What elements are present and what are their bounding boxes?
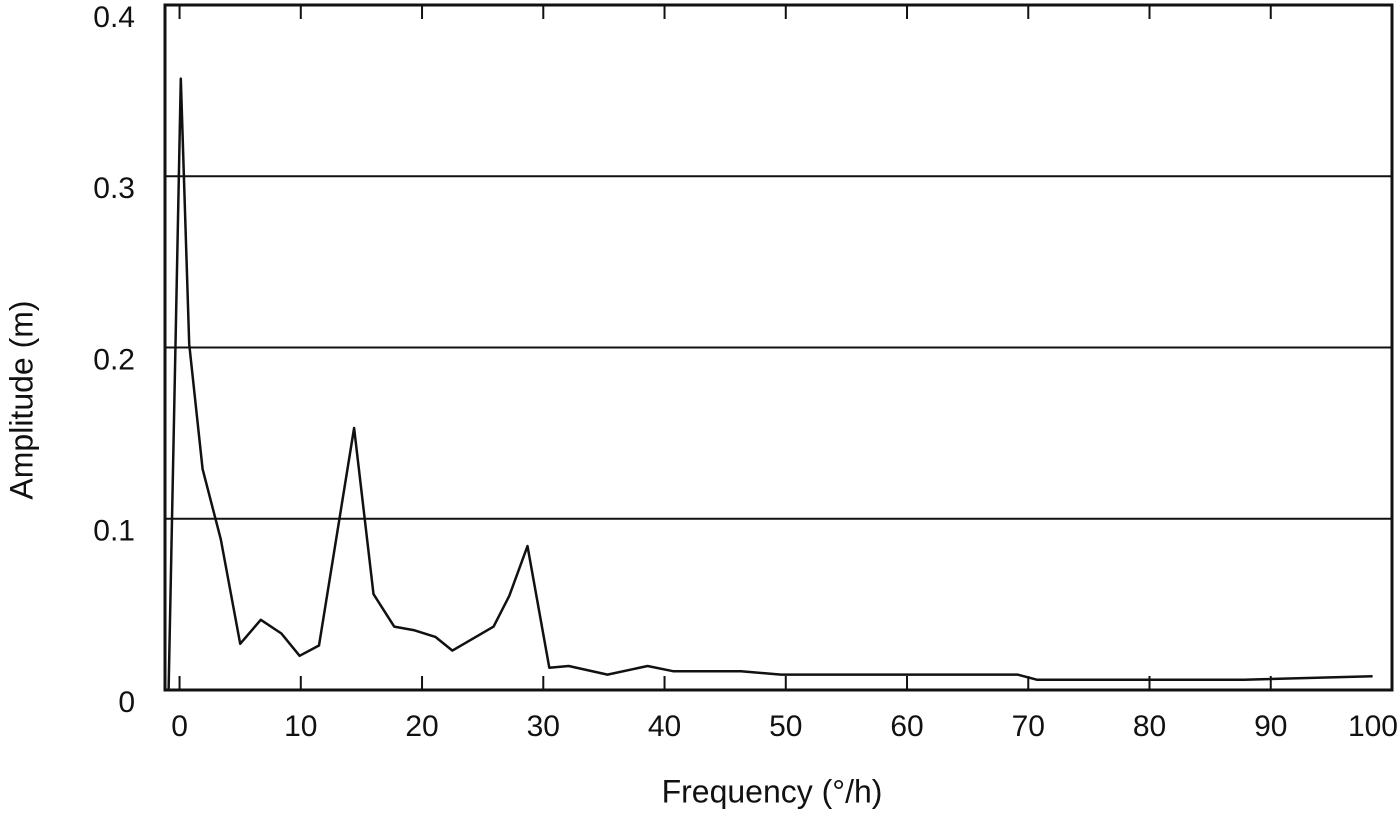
y-tick-label: 0: [118, 686, 135, 719]
y-tick-label: 0.1: [93, 515, 135, 548]
y-axis-title: Amplitude (m): [3, 300, 39, 499]
x-tick-label: 90: [1254, 710, 1287, 743]
y-tick-label: 0.4: [93, 1, 135, 34]
x-tick-label: 70: [1012, 710, 1045, 743]
x-axis-title: Frequency (°/h): [662, 773, 883, 809]
x-tick-label: 0: [171, 710, 188, 743]
x-tick-label: 50: [769, 710, 802, 743]
x-tick-label: 30: [527, 710, 560, 743]
x-tick-label: 60: [890, 710, 923, 743]
plot-frame: [163, 3, 1394, 692]
x-tick-label: 100: [1348, 710, 1398, 743]
data-line: [167, 77, 1373, 691]
x-tick-label: 40: [648, 710, 681, 743]
y-tick-label: 0.2: [93, 343, 135, 376]
x-tick-label: 10: [284, 710, 317, 743]
x-tick-label: 80: [1133, 710, 1166, 743]
y-tick-label: 0.3: [93, 172, 135, 205]
x-tick-label: 20: [405, 710, 438, 743]
